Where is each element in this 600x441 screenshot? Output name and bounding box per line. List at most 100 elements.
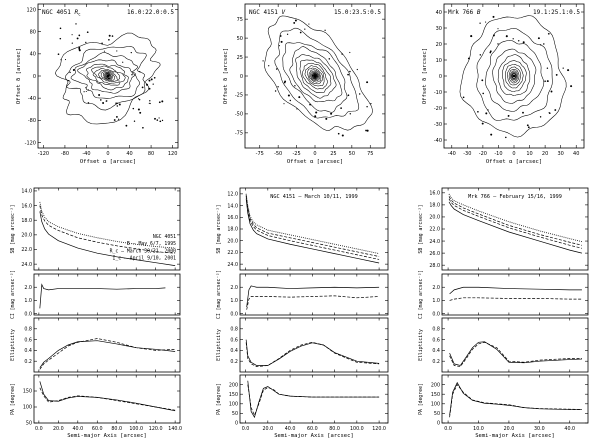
contour-speck: [299, 31, 302, 34]
contour-speck: [356, 68, 358, 71]
series-line-BRc: [39, 283, 166, 309]
contour-speck: [370, 102, 372, 105]
contour-speck: [64, 59, 67, 61]
contour-speck: [287, 94, 290, 97]
panel-ylabel: PA [degree]: [10, 383, 16, 415]
contour-speck: [102, 102, 105, 104]
y-tick-label: -50: [235, 112, 243, 118]
contour-speck: [505, 35, 508, 38]
y-tick-label: 20: [436, 42, 442, 48]
y-tick-label: -40: [434, 138, 442, 144]
y-tick-label: 120: [26, 7, 36, 13]
y-tick-label: 100: [229, 402, 238, 408]
y-tick-label: 75: [237, 17, 243, 23]
contour-speck: [340, 107, 342, 109]
contour-speck: [470, 35, 473, 38]
contour-speck: [341, 134, 344, 137]
series-line-Ic: [39, 201, 176, 249]
x-tick-label: 10.0: [473, 426, 484, 432]
contour-level: [105, 73, 111, 79]
contour-level: [307, 67, 323, 85]
contour-speck: [262, 60, 264, 62]
y-tick-label: 0.4: [230, 348, 238, 354]
contour-speck: [314, 115, 317, 118]
contour-group: [54, 23, 164, 129]
x-tick-label: -10: [494, 151, 502, 157]
contour-speck: [546, 80, 549, 83]
series-group: [245, 339, 380, 367]
profile-panel: 50 100 150 PA [degree]: [10, 374, 181, 427]
contour-level: [311, 72, 319, 80]
y-tick-label: 150: [23, 389, 32, 395]
contour-level: [264, 15, 373, 131]
contour-speck: [71, 34, 73, 36]
y-tick-label: 1.0: [24, 298, 32, 304]
series-line-BR: [449, 297, 582, 301]
map-xlabel: Offset α [arcsec]: [287, 159, 343, 165]
series-line-B: [247, 380, 380, 419]
x-tick-label: 0.0: [35, 426, 43, 432]
contour-speck: [477, 110, 479, 113]
contour-level: [312, 73, 318, 79]
y-tick-label: 1.0: [432, 298, 440, 304]
contour-speck: [75, 23, 77, 25]
x-tick-label: -80: [61, 151, 69, 157]
contour-speck: [85, 87, 87, 89]
contour-speck: [148, 102, 150, 104]
contour-speck: [293, 21, 296, 24]
panel-ylabel: PA [degree]: [216, 383, 222, 415]
y-tick-label: 0.6: [24, 337, 32, 343]
series-line-B: [39, 340, 176, 368]
contour-speck: [101, 42, 103, 45]
x-tick-label: 140.0: [168, 426, 182, 432]
map-title: NGC 4051 Rc: [42, 9, 81, 17]
y-tick-label: 0.8: [432, 327, 440, 333]
y-tick-label: 0.8: [230, 327, 238, 333]
contour-group: [262, 15, 373, 137]
contour-speck: [111, 35, 114, 37]
contour-speck: [522, 41, 525, 44]
contour-level: [54, 32, 161, 125]
x-tick-label: 40: [573, 151, 579, 157]
contour-level: [492, 48, 537, 104]
x-tick-label: -40: [448, 151, 456, 157]
contour-speck: [462, 96, 465, 99]
profile-panel: 0.2 0.4 0.6 0.8 Ellipticity: [10, 317, 181, 373]
y-tick-label: 10: [436, 58, 442, 64]
series-group: [245, 193, 380, 264]
contour-level: [459, 15, 567, 138]
y-tick-label: 150: [431, 392, 440, 398]
contour-speck: [149, 102, 151, 105]
contour-speck: [543, 43, 545, 45]
panel-frame: [239, 317, 389, 373]
y-tick-label: 50: [434, 411, 440, 417]
y-tick-label: 14.0: [227, 203, 238, 209]
y-tick-label: -120: [25, 140, 36, 146]
contour-speck: [145, 83, 149, 86]
series-group: [246, 285, 380, 310]
contour-level: [502, 60, 527, 93]
contour-speck: [159, 120, 162, 123]
x-tick-label: 25: [330, 151, 336, 157]
x-tick-label: 40.0: [564, 426, 575, 432]
profile-xlabel: Semi-major Axis [arcsec]: [475, 433, 554, 439]
panel-ylabel: Ellipticity: [216, 329, 222, 361]
series-group: [449, 286, 582, 301]
contour-speck: [479, 54, 482, 56]
contour-speck: [148, 87, 151, 90]
x-tick-label: 0: [512, 151, 515, 157]
contour-speck: [87, 89, 89, 91]
profile-legend: Mrk 766 – February 15/16, 1999: [468, 194, 562, 200]
series-line-B: [39, 381, 176, 412]
series-line-I: [448, 193, 583, 243]
contour-speck: [117, 118, 120, 120]
panel-frame: [239, 187, 389, 271]
nucleus-peak: [512, 74, 516, 78]
x-tick-label: -25: [292, 151, 300, 157]
y-tick-label: 0.0: [432, 311, 440, 317]
y-tick-label: 0: [235, 421, 238, 427]
contour-speck: [324, 29, 326, 31]
contour-speck: [487, 109, 489, 111]
series-group: [449, 381, 582, 418]
